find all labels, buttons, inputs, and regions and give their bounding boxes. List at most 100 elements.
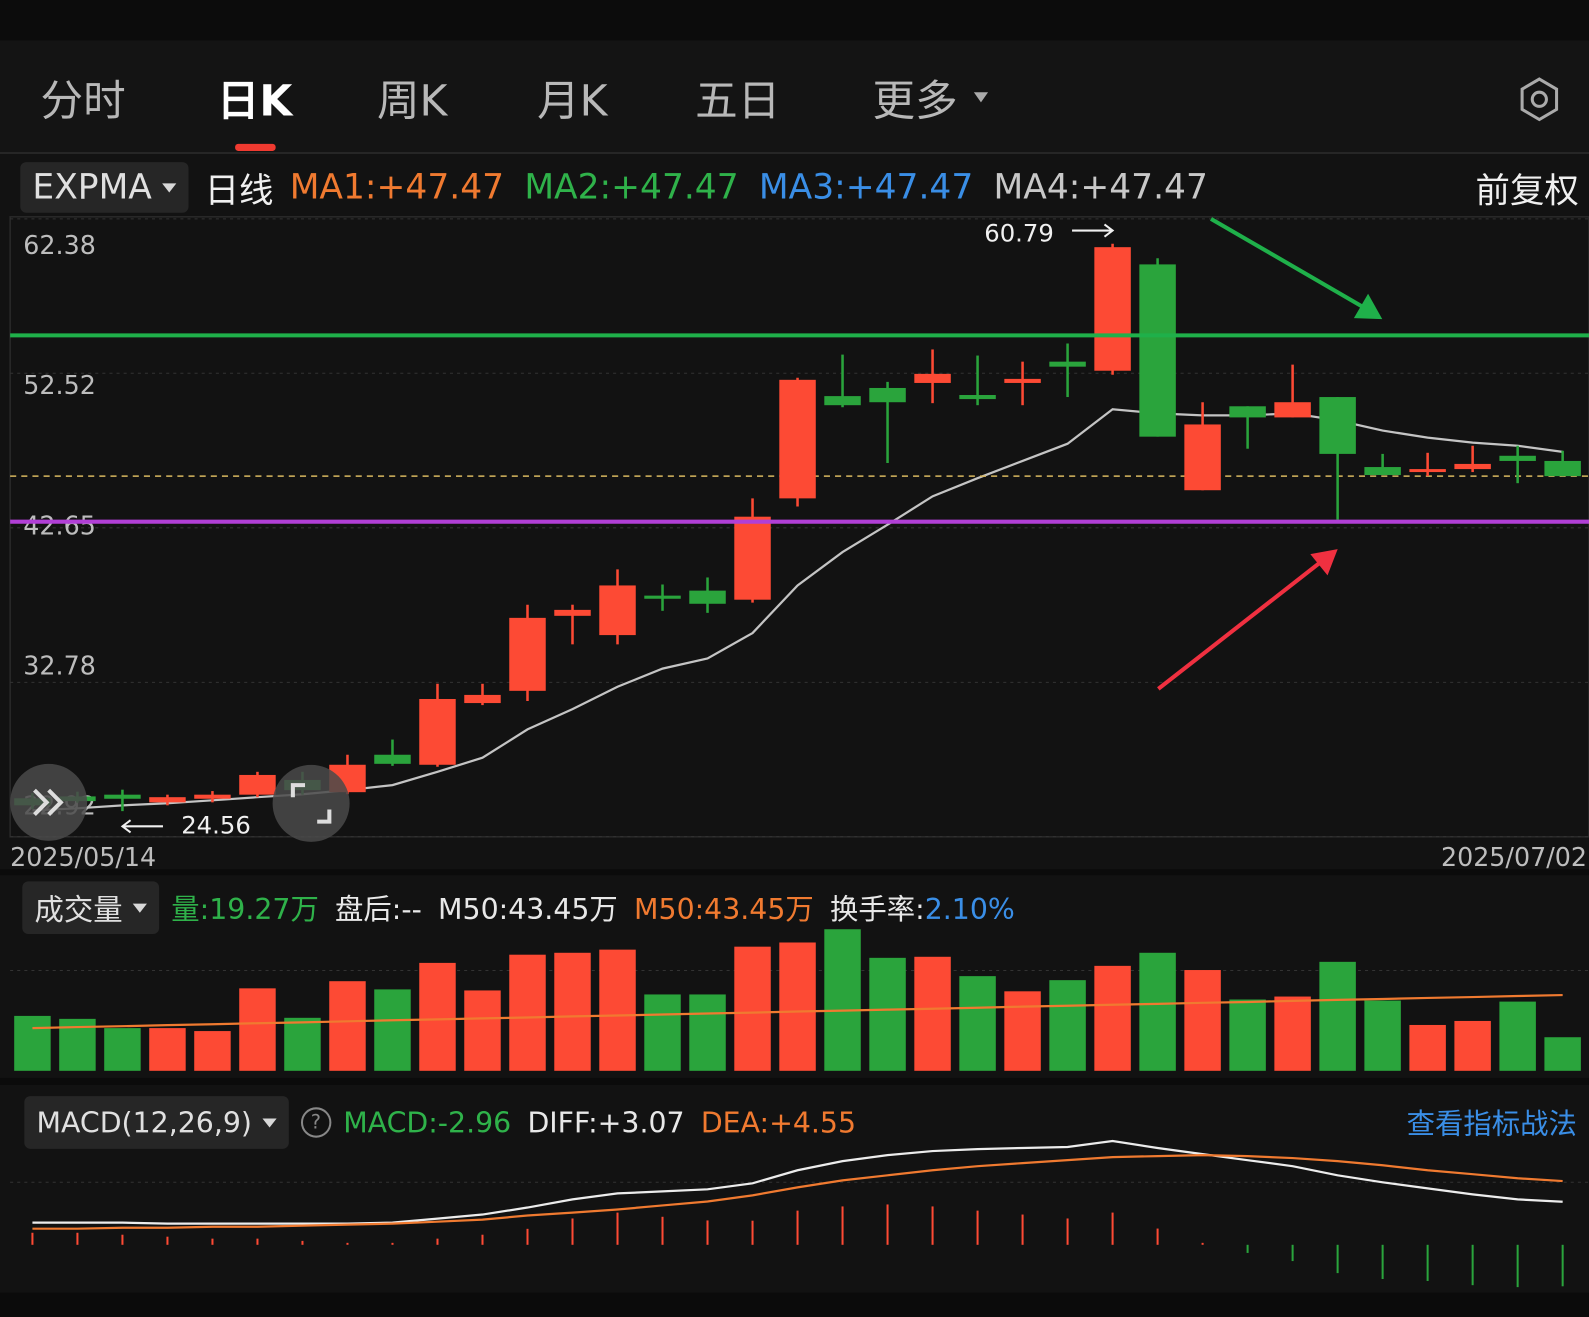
- settings-icon[interactable]: [1520, 77, 1559, 122]
- tab-underline: [235, 143, 276, 151]
- candle-body: [374, 754, 411, 764]
- candle-body: [1319, 397, 1356, 454]
- y-tick-label: 32.78: [23, 650, 96, 680]
- low-arrow-head: [120, 819, 132, 834]
- tab[interactable]: 更多: [872, 75, 958, 126]
- indicator-text: MA2:+47.47: [524, 167, 739, 208]
- volume-bar: [239, 988, 276, 1071]
- volume-bar: [1499, 1001, 1536, 1071]
- volume-bar: [959, 976, 996, 1071]
- candle-body: [644, 595, 681, 599]
- tab[interactable]: 分时: [40, 75, 126, 126]
- volume-bar: [554, 952, 591, 1071]
- candle-body: [104, 794, 141, 799]
- volume-bar: [464, 990, 501, 1071]
- candle-body: [1409, 469, 1446, 473]
- volume-bar: [509, 954, 546, 1071]
- help-icon[interactable]: ?: [300, 1107, 332, 1138]
- indicator-value: MACD:-2.96: [343, 1106, 511, 1139]
- indicator-text: DIFF:+3.07: [527, 1105, 685, 1140]
- indicator-text: MA1:+47.47: [289, 167, 505, 208]
- macd-select[interactable]: MACD(12,26,9): [24, 1096, 289, 1149]
- indicator-row: EXPMA 日线 MA1:+47.47 MA2:+47.47 MA3:+47.47 M…: [20, 162, 1208, 213]
- volume-bar: [14, 1015, 51, 1071]
- indicator-value: 换手率:2.10%: [830, 887, 1015, 928]
- indicator-value: M50:43.45万: [634, 887, 814, 928]
- indicator-text: MACD:-2.96: [343, 1105, 512, 1140]
- volume-bar: [1184, 970, 1221, 1071]
- tab[interactable]: 周K: [376, 75, 448, 126]
- volume-select[interactable]: 成交量: [22, 881, 160, 935]
- volume-bar: [149, 1028, 186, 1071]
- indicator-text: 盘后:--: [335, 892, 422, 926]
- candle-body: [1229, 406, 1266, 418]
- settings-icon-center: [1530, 90, 1548, 108]
- collapse-icon: [47, 788, 64, 816]
- candle-body: [239, 774, 276, 795]
- volume-bar: [1544, 1037, 1581, 1071]
- collapse-icon: [33, 788, 50, 816]
- indicator-value: MA1:+47.47: [290, 167, 504, 208]
- macd-row: MACD(12,26,9) ? MACD:-2.96 DIFF:+3.07 DEA:…: [24, 1096, 856, 1149]
- adjust-label[interactable]: 前复权: [1475, 170, 1579, 212]
- indicator-text: MA4:+47.47: [993, 167, 1208, 208]
- volume-bar: [1364, 1000, 1401, 1071]
- candle-body: [1004, 378, 1041, 383]
- candle-body: [1364, 467, 1401, 476]
- panel-gap: [0, 1077, 1589, 1086]
- indicator-line: [32, 993, 1563, 1030]
- indicator-value: 盘后:--: [335, 887, 422, 928]
- indicator-value: M50:43.45万: [438, 887, 618, 928]
- indicator-select[interactable]: EXPMA: [20, 162, 189, 213]
- indicator-link[interactable]: 查看指标战法: [1406, 1107, 1577, 1141]
- volume-bar: [1319, 961, 1356, 1071]
- candle-body: [1094, 247, 1131, 371]
- candle-body: [599, 585, 636, 636]
- volume-bar: [329, 981, 366, 1071]
- indicator-text: 换手率:: [830, 892, 925, 926]
- high-arrow-head: [1103, 223, 1115, 238]
- volume-bar: [869, 957, 906, 1071]
- volume-bar: [1094, 965, 1131, 1071]
- tab[interactable]: 日K: [216, 75, 293, 126]
- volume-bar: [1004, 991, 1041, 1071]
- volume-bar: [824, 929, 861, 1071]
- volume-row: 成交量 量:19.27万 盘后:-- M50:43.45万 M50:43.45万 换手率…: [22, 881, 1015, 935]
- indicator-value: DIFF:+3.07: [527, 1106, 684, 1139]
- indicator-values: MA1:+47.47 MA2:+47.47 MA3:+47.47 MA4:+47.47: [290, 167, 1208, 208]
- candle-body: [149, 797, 186, 803]
- candle-body: [509, 617, 546, 691]
- candle-body: [779, 379, 816, 499]
- high-label: 60.79: [984, 219, 1054, 248]
- trend-arrow: [1157, 560, 1322, 691]
- trend-arrow: [1209, 217, 1365, 309]
- trend-arrow-head: [1353, 293, 1383, 320]
- volume-bar: [1409, 1024, 1446, 1071]
- volume-bar: [1139, 952, 1176, 1071]
- indicator-value: MA4:+47.47: [994, 167, 1208, 208]
- fullscreen-button[interactable]: [272, 764, 350, 842]
- y-tick-label: 62.38: [23, 230, 96, 260]
- panel-gap: [0, 869, 1589, 876]
- candle-body: [464, 694, 501, 704]
- x-tick-label: 2025/05/14: [10, 842, 156, 872]
- candle-body: [1184, 424, 1221, 491]
- candle-body: [689, 590, 726, 604]
- indicator-text: MA3:+47.47: [758, 167, 974, 208]
- indicator-value: MA2:+47.47: [524, 167, 738, 208]
- annotation-layer: [10, 217, 1383, 842]
- indicator-number: 2.10%: [924, 892, 1015, 926]
- candle-body: [824, 396, 861, 406]
- candle-body: [1274, 402, 1311, 418]
- candle-body: [869, 387, 906, 403]
- tab[interactable]: 月K: [537, 75, 608, 126]
- volume-bar: [734, 946, 771, 1071]
- volume-bar: [1229, 999, 1266, 1071]
- volume-bar: [1274, 996, 1311, 1071]
- candle-body: [1544, 460, 1581, 477]
- candle-body: [1499, 455, 1536, 461]
- tab[interactable]: 五日: [695, 75, 781, 126]
- volume-bar: [599, 949, 636, 1071]
- trend-arrow-head: [1310, 549, 1338, 576]
